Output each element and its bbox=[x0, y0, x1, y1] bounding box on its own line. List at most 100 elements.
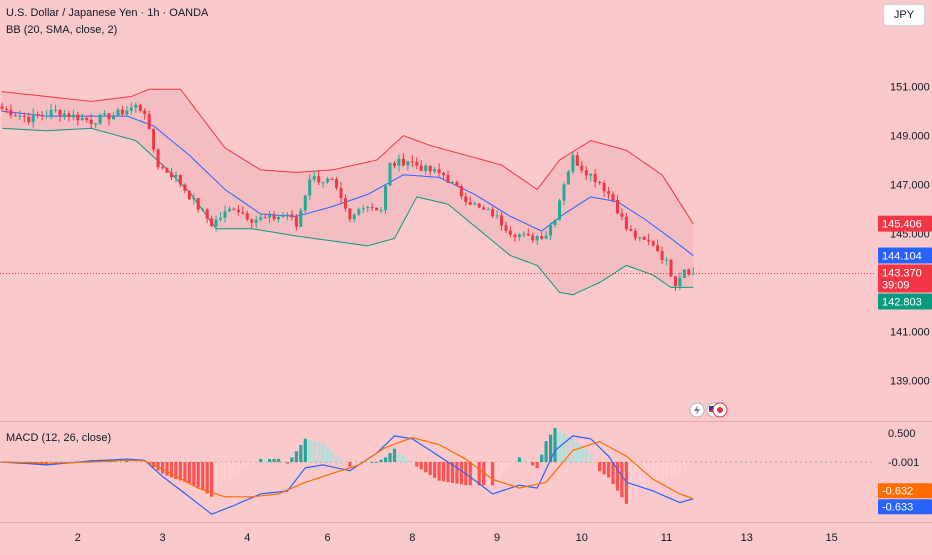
badge-value: 144.104 bbox=[882, 251, 922, 263]
candle bbox=[232, 207, 236, 211]
currency-button[interactable]: JPY bbox=[883, 4, 925, 26]
macd-histogram-bar bbox=[531, 462, 535, 466]
bollinger-label[interactable]: BB (20, SMA, close, 2) bbox=[6, 24, 118, 36]
candle bbox=[647, 233, 651, 246]
candle-body bbox=[375, 207, 379, 211]
candle-body bbox=[147, 114, 151, 129]
candle-body bbox=[170, 172, 173, 178]
candle-body bbox=[138, 104, 142, 111]
macd-histogram-bar bbox=[535, 462, 539, 469]
candle-body bbox=[442, 172, 445, 176]
candle bbox=[183, 183, 187, 194]
bollinger-basis-line bbox=[1, 110, 694, 256]
candle-body bbox=[607, 191, 611, 194]
macd-histogram-bar bbox=[504, 462, 508, 472]
macd-histogram-bar bbox=[223, 462, 227, 482]
event-icons[interactable] bbox=[689, 402, 728, 418]
candle bbox=[187, 190, 191, 201]
candle-body bbox=[103, 113, 107, 115]
candle bbox=[5, 106, 8, 114]
candle bbox=[370, 202, 374, 211]
candle-body bbox=[22, 115, 26, 117]
bollinger-upper-line bbox=[1, 88, 694, 225]
candle bbox=[330, 177, 334, 180]
candle-body bbox=[562, 184, 566, 201]
candle-body bbox=[678, 277, 682, 287]
macd-histogram-bar bbox=[357, 462, 361, 463]
candle-body bbox=[540, 236, 544, 239]
candle-body bbox=[598, 182, 602, 183]
candle-body bbox=[504, 225, 508, 231]
candle-body bbox=[18, 115, 22, 117]
candle bbox=[303, 194, 307, 213]
candle bbox=[294, 213, 298, 231]
macd-histogram-bar bbox=[138, 460, 142, 462]
candle bbox=[473, 201, 477, 206]
candle-body bbox=[187, 190, 191, 200]
candle-body bbox=[535, 236, 539, 241]
candle bbox=[669, 259, 673, 278]
candle bbox=[500, 212, 503, 231]
candle bbox=[54, 104, 57, 113]
candle bbox=[531, 232, 535, 243]
candle bbox=[58, 109, 62, 122]
candle-body bbox=[674, 276, 677, 287]
candle bbox=[165, 167, 169, 173]
macd-histogram-bar bbox=[682, 462, 686, 472]
time-tick-label: 11 bbox=[661, 532, 672, 544]
time-tick-label: 13 bbox=[741, 532, 753, 544]
candle bbox=[424, 163, 428, 175]
candle bbox=[147, 110, 151, 130]
bb-upper-badge: 145.406 bbox=[878, 215, 932, 232]
candle bbox=[638, 236, 642, 242]
candle bbox=[45, 109, 49, 119]
macd-histogram-bar bbox=[482, 462, 486, 486]
macd-histogram-bar bbox=[245, 462, 249, 467]
candle bbox=[459, 184, 463, 200]
macd-histogram-bar bbox=[517, 457, 521, 462]
candle-body bbox=[446, 175, 450, 183]
candle-body bbox=[272, 215, 276, 220]
candle-body bbox=[45, 115, 49, 117]
candle-body bbox=[384, 185, 388, 210]
candle bbox=[656, 239, 660, 253]
candle-body bbox=[76, 114, 80, 121]
candle-body bbox=[669, 259, 673, 277]
candle bbox=[352, 213, 356, 223]
candle bbox=[593, 168, 597, 188]
candle bbox=[549, 222, 553, 241]
macd-histogram-bar bbox=[259, 458, 263, 462]
candle-body bbox=[250, 219, 254, 223]
macd-label[interactable]: MACD (12, 26, close) bbox=[6, 432, 112, 444]
candle-body bbox=[85, 118, 89, 120]
candle bbox=[357, 207, 361, 216]
macd-histogram-bar bbox=[593, 462, 597, 463]
macd-histogram-bar bbox=[669, 462, 673, 478]
candle-body bbox=[192, 198, 196, 200]
macd-histogram-bar bbox=[584, 449, 588, 462]
candle-body bbox=[54, 109, 57, 111]
candle-body bbox=[152, 129, 156, 150]
candle-body bbox=[268, 215, 272, 218]
candle-body bbox=[285, 214, 289, 216]
candle bbox=[219, 211, 222, 222]
macd-histogram-bar bbox=[638, 462, 642, 493]
candle-body bbox=[388, 163, 392, 186]
macd-histogram-bar bbox=[473, 462, 477, 486]
macd-histogram-bar bbox=[602, 462, 606, 475]
candle bbox=[312, 170, 316, 183]
candle-body bbox=[49, 110, 53, 116]
candle bbox=[607, 187, 611, 200]
price-tick-label: 147.000 bbox=[890, 180, 930, 192]
candle-body bbox=[205, 209, 209, 219]
badge-value: -0.633 bbox=[882, 502, 913, 514]
candle-body bbox=[451, 182, 454, 184]
macd-histogram-bar bbox=[424, 462, 428, 473]
macd-histogram-bar bbox=[348, 462, 352, 467]
macd-histogram-bar bbox=[450, 462, 455, 483]
macd-histogram-bar bbox=[633, 462, 637, 496]
badge-background bbox=[878, 499, 932, 515]
chart-title: U.S. Dollar / Japanese Yen · 1h · OANDA bbox=[6, 7, 209, 19]
